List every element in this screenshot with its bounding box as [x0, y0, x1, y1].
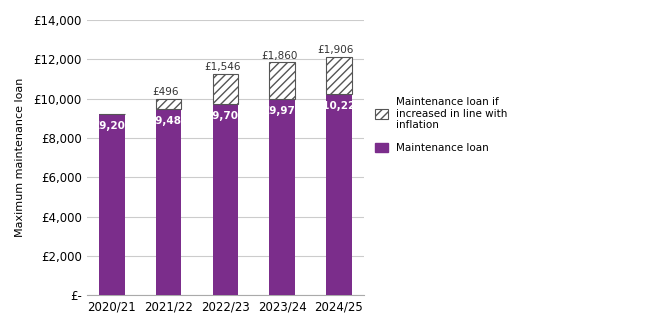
Bar — [99, 114, 125, 295]
Text: £9,203: £9,203 — [92, 121, 132, 131]
Text: £9,488: £9,488 — [148, 115, 189, 126]
Legend: Maintenance loan if
increased in line with
inflation, Maintenance loan: Maintenance loan if increased in line wi… — [372, 94, 511, 156]
Bar — [326, 57, 352, 94]
Bar — [326, 94, 352, 295]
Text: £1,860: £1,860 — [261, 51, 298, 61]
Bar — [269, 99, 295, 295]
Bar — [213, 74, 238, 104]
Text: £10,224: £10,224 — [315, 101, 362, 111]
Text: £496: £496 — [152, 87, 179, 97]
Bar — [156, 99, 182, 109]
Bar — [269, 63, 295, 99]
Bar — [213, 104, 238, 295]
Y-axis label: Maximum maintenance loan: Maximum maintenance loan — [15, 78, 25, 237]
Text: £9,706: £9,706 — [205, 111, 246, 121]
Text: £1,546: £1,546 — [205, 62, 241, 72]
Text: £1,906: £1,906 — [318, 45, 354, 55]
Text: £9,978: £9,978 — [262, 106, 302, 116]
Bar — [156, 109, 182, 295]
